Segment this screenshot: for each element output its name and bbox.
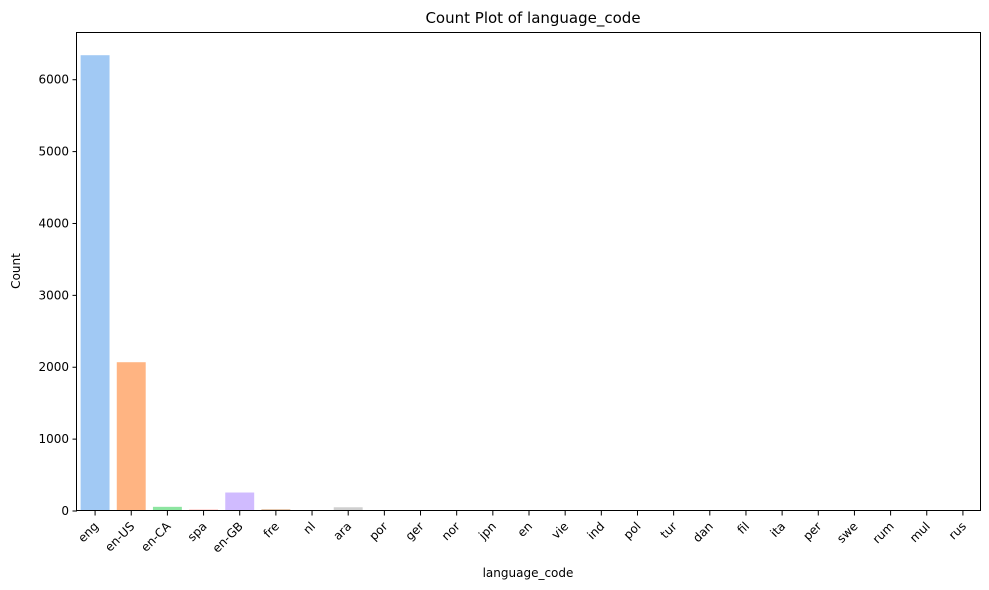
bar-en-GB (225, 492, 255, 511)
x-tick-label-en-GB: en-GB (210, 519, 246, 555)
x-tick-label-en-US: en-US (102, 519, 137, 554)
x-tick-label-en: en (515, 519, 536, 540)
x-axis-ticks: eng en-US en-CA spa en-GB fre nl ara por ger nor jp… (75, 511, 969, 555)
x-tick-label-vie: vie (549, 519, 572, 542)
bar-eng (80, 55, 110, 512)
x-tick-label-eng: eng (75, 519, 101, 545)
y-tick-label: 3000 (38, 288, 69, 302)
x-tick-label-ger: ger (403, 519, 427, 543)
plot-frame (76, 32, 981, 511)
x-tick-label-fil: fil (734, 519, 752, 537)
bars-group (80, 55, 978, 512)
x-tick-label-tur: tur (658, 519, 680, 541)
x-tick-label-nl: nl (301, 519, 319, 537)
y-tick-label: 4000 (38, 216, 69, 230)
y-tick-label: 0 (61, 504, 69, 518)
x-tick-label-ara: ara (331, 519, 355, 543)
y-tick-label: 2000 (38, 360, 69, 374)
x-axis-label: language_code (483, 566, 574, 580)
y-axis-ticks: 0 1000 2000 3000 4000 5000 6000 (38, 73, 77, 518)
x-tick-label-por: por (367, 519, 391, 543)
x-tick-label-pol: pol (621, 519, 644, 542)
x-tick-label-rum: rum (870, 519, 897, 546)
y-axis-label: Count (9, 253, 23, 289)
x-tick-label-mul: mul (907, 519, 933, 545)
y-tick-label: 5000 (38, 145, 69, 159)
y-tick-label: 1000 (38, 432, 69, 446)
x-tick-label-nor: nor (439, 519, 463, 543)
x-tick-label-jpn: jpn (475, 519, 499, 543)
x-tick-label-fre: fre (261, 519, 282, 540)
chart-title: Count Plot of language_code (425, 9, 640, 28)
x-tick-label-ita: ita (767, 519, 788, 540)
x-tick-label-en-CA: en-CA (138, 519, 174, 555)
bar-ara (333, 507, 363, 511)
bar-en-US (116, 362, 146, 511)
x-tick-label-swe: swe (834, 519, 860, 545)
y-tick-label: 6000 (38, 73, 69, 87)
x-tick-label-per: per (800, 519, 824, 543)
bar-en-CA (152, 506, 182, 511)
x-tick-label-spa: spa (185, 519, 210, 544)
x-tick-label-rus: rus (946, 519, 969, 542)
x-tick-label-ind: ind (584, 519, 607, 542)
x-tick-label-dan: dan (690, 519, 716, 545)
